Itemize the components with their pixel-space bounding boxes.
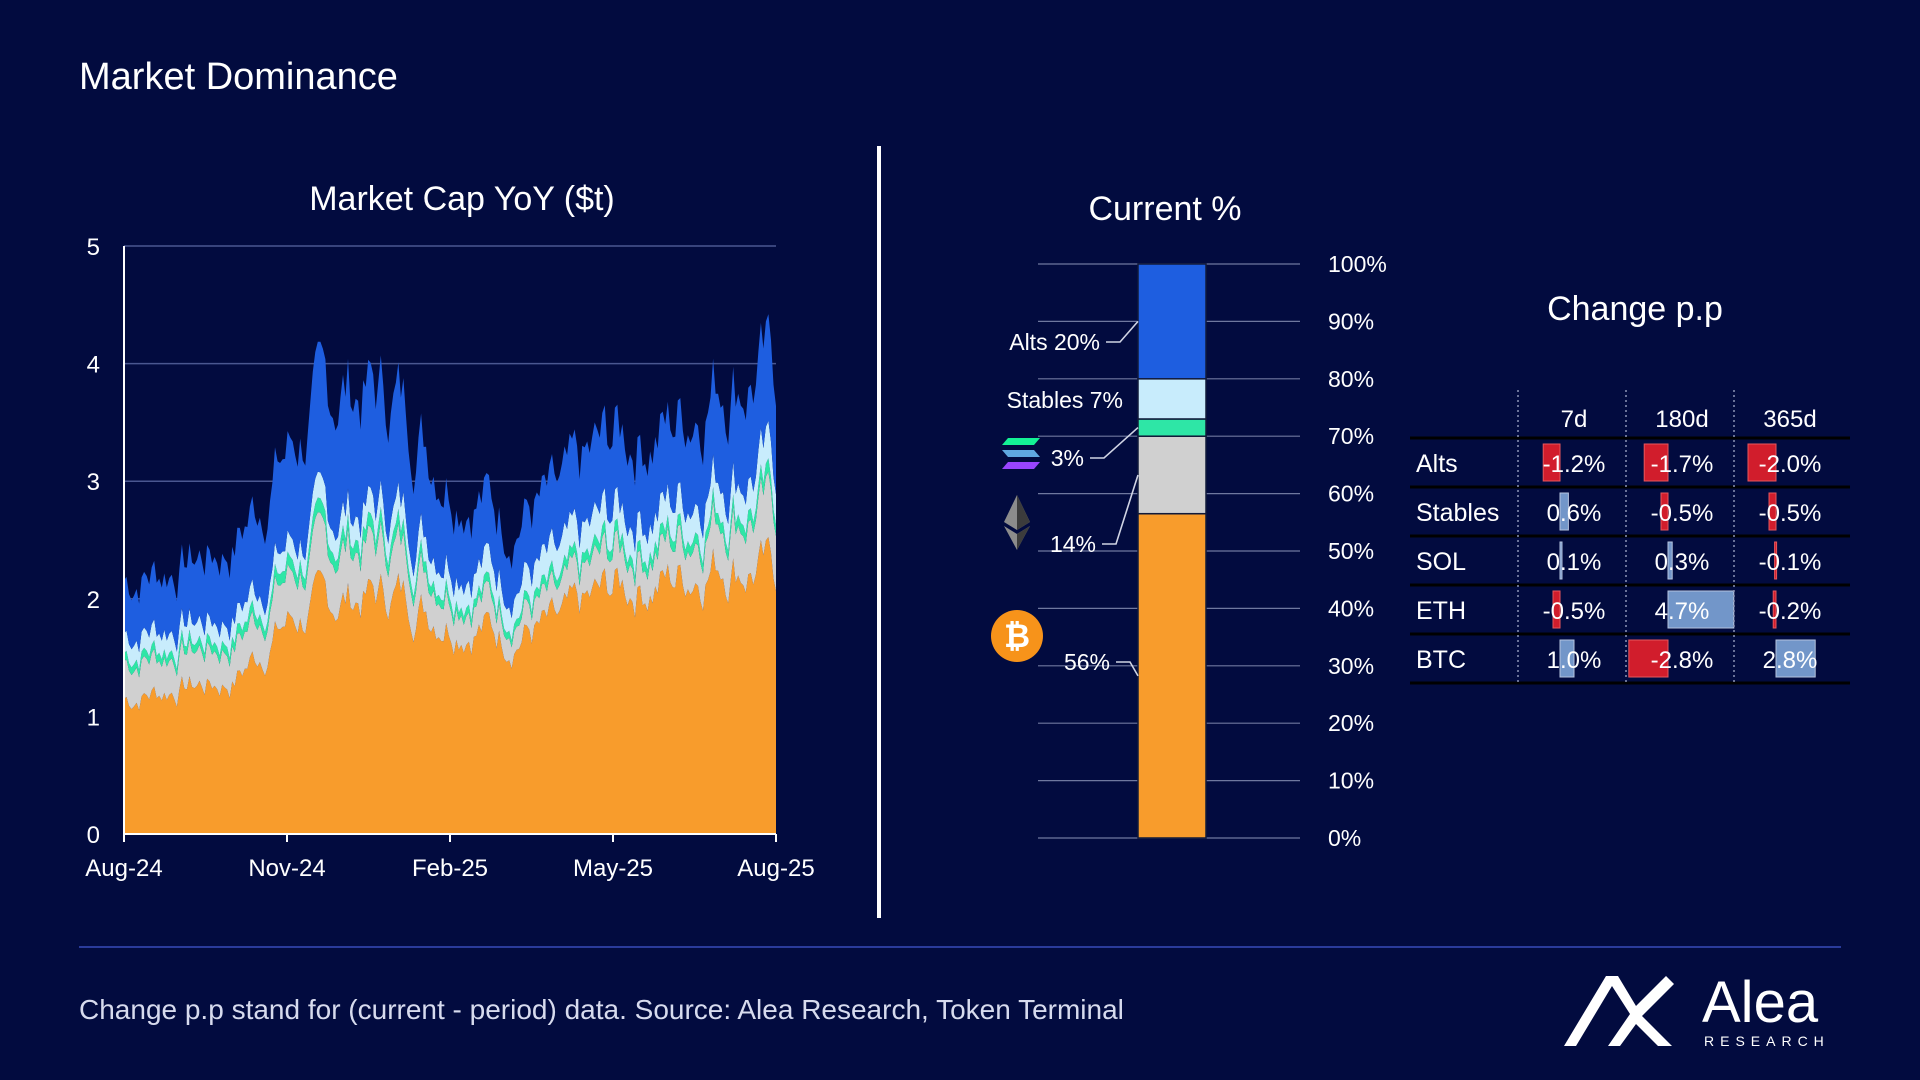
table-databar <box>1559 492 1569 531</box>
bar-y-tick-label: 70% <box>1328 423 1374 449</box>
table-cell-value: 0.6% <box>1547 500 1602 527</box>
table-databar <box>1542 443 1561 482</box>
table-cell-value: 0.1% <box>1547 549 1602 576</box>
table-databar <box>1768 492 1777 531</box>
alea-logo-subtitle: RESEARCH <box>1704 1033 1830 1049</box>
bar-label-eth: 14% <box>1050 531 1096 557</box>
bar-y-tick-label: 80% <box>1328 366 1374 392</box>
bitcoin-icon: ₿ <box>991 610 1043 662</box>
area-y-tick-label: 3 <box>87 469 100 496</box>
table-databar <box>1660 492 1669 531</box>
bar-segment-alts <box>1137 263 1207 380</box>
bar-label-btc: 56% <box>1064 649 1110 675</box>
area-y-tick-label: 2 <box>87 587 100 614</box>
table-cell-value: -1.7% <box>1651 451 1714 478</box>
table-databar <box>1559 639 1575 678</box>
bar-leader-line <box>1090 426 1139 459</box>
area-chart-title: Market Cap YoY ($t) <box>309 180 615 218</box>
bar-y-tick-label: 50% <box>1328 538 1374 564</box>
table-databar <box>1628 639 1669 678</box>
bar-label-stables: Stables 7% <box>1007 387 1123 413</box>
bar-y-tick-label: 20% <box>1328 710 1374 736</box>
current-share-bar-chart: Current % 0% 10% 20% 30% 40% 50% 60% 70% 80% 90% 1… <box>991 190 1387 851</box>
area-series-btc <box>124 537 776 834</box>
table-databar <box>1552 590 1561 629</box>
table-col-header: 7d <box>1561 406 1588 433</box>
bar-leader-line <box>1102 474 1139 545</box>
area-x-tick-label: Nov-24 <box>248 855 325 882</box>
area-x-tick-label: Feb-25 <box>412 855 488 882</box>
table-cell-value: 2.8% <box>1763 647 1818 674</box>
bar-chart-title: Current % <box>1088 190 1241 228</box>
table-databar <box>1667 590 1735 629</box>
table-databar <box>1775 639 1816 678</box>
area-y-tick-label: 4 <box>87 352 100 379</box>
table-row-label: Alts <box>1416 450 1458 478</box>
table-databar <box>1667 541 1673 580</box>
bar-segment-sol <box>1137 418 1207 437</box>
area-series-sol <box>124 458 776 678</box>
alea-logo: Alea RESEARCH <box>1564 970 1830 1049</box>
table-col-header: 180d <box>1655 406 1708 433</box>
table-row-label: SOL <box>1416 548 1466 576</box>
table-cell-value: -0.5% <box>1651 500 1714 527</box>
table-cell-value: -1.2% <box>1543 451 1606 478</box>
bar-y-tick-label: 40% <box>1328 595 1374 621</box>
area-x-tick-label: Aug-24 <box>85 855 162 882</box>
table-databar <box>1643 443 1669 482</box>
bar-y-tick-label: 60% <box>1328 481 1374 507</box>
table-cell-value: -0.2% <box>1759 598 1822 625</box>
table-databar <box>1772 590 1777 629</box>
bar-y-tick-label: 30% <box>1328 653 1374 679</box>
bar-label-alts: Alts 20% <box>1009 329 1100 355</box>
bar-y-tick-label: 100% <box>1328 251 1387 277</box>
bar-y-tick-label: 90% <box>1328 308 1374 334</box>
table-cell-value: -0.5% <box>1759 500 1822 527</box>
table-title: Change p.p <box>1547 290 1723 328</box>
table-cell-value: -0.5% <box>1543 598 1606 625</box>
table-row-label: Stables <box>1416 499 1499 527</box>
table-cell-value: 1.0% <box>1547 647 1602 674</box>
area-series-alts <box>124 314 776 653</box>
footer-divider <box>79 946 1841 948</box>
ethereum-icon <box>1004 495 1030 550</box>
area-series-eth <box>124 471 776 711</box>
page-title: Market Dominance <box>79 56 398 98</box>
table-cell-value: -2.8% <box>1651 647 1714 674</box>
table-databar <box>1559 541 1563 580</box>
area-series-stables <box>124 421 776 671</box>
svg-text:₿: ₿ <box>1004 618 1030 654</box>
table-databar <box>1747 443 1777 482</box>
area-y-tick-label: 0 <box>87 822 100 849</box>
bar-label-sol: 3% <box>1051 445 1084 471</box>
section-divider <box>877 146 881 918</box>
table-row-label: BTC <box>1416 646 1466 674</box>
area-x-tick-label: May-25 <box>573 855 653 882</box>
bar-y-tick-label: 10% <box>1328 768 1374 794</box>
table-row-label: ETH <box>1416 597 1466 625</box>
solana-icon <box>1002 438 1040 469</box>
table-col-header: 365d <box>1763 406 1816 433</box>
bar-segment-eth <box>1137 435 1207 515</box>
table-cell-value: -0.1% <box>1759 549 1822 576</box>
change-pp-table: Change p.p 7d 180d 365d Alts -1.2% -1.7% -2.0%… <box>1410 290 1850 685</box>
table-cell-value: 4.7% <box>1655 598 1710 625</box>
table-cell-value: 0.3% <box>1655 549 1710 576</box>
alea-logo-wordmark: Alea <box>1702 970 1819 1035</box>
table-databar <box>1774 541 1778 580</box>
bar-segment-btc <box>1137 512 1207 839</box>
area-y-tick-label: 1 <box>87 704 100 731</box>
bar-leader-line <box>1116 661 1139 677</box>
table-cell-value: -2.0% <box>1759 451 1822 478</box>
market-cap-area-chart: Market Cap YoY ($t) 0 1 2 3 4 5 Aug-24 Nov-24 Fe… <box>85 180 814 882</box>
bar-leader-line <box>1106 320 1139 343</box>
bar-segment-stables <box>1137 378 1207 420</box>
area-x-tick-label: Aug-25 <box>737 855 814 882</box>
bar-y-tick-label: 0% <box>1328 825 1361 851</box>
alea-logo-icon <box>1564 976 1674 1046</box>
footer-note: Change p.p stand for (current - period) … <box>79 994 1124 1025</box>
area-y-tick-label: 5 <box>87 234 100 261</box>
